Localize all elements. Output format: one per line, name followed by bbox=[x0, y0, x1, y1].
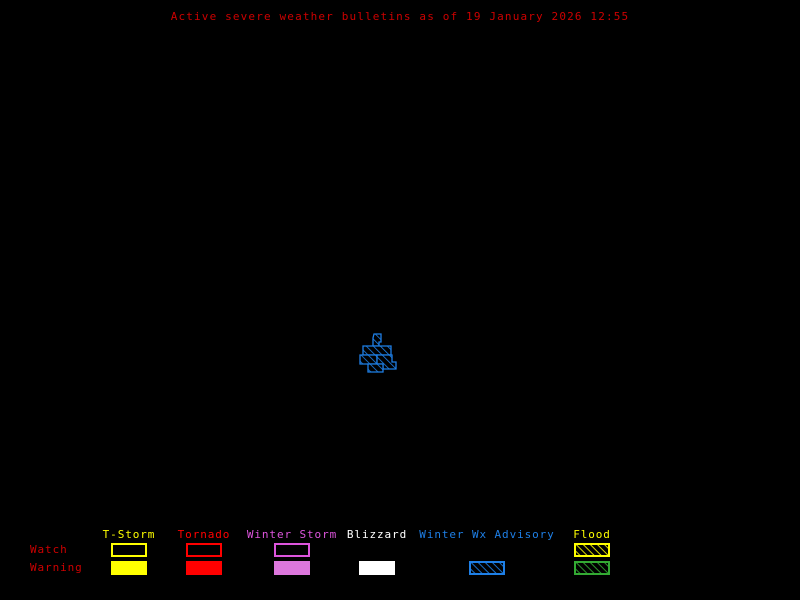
map-canvas[interactable] bbox=[0, 30, 800, 520]
legend-swatch-blizzard-warning bbox=[359, 561, 395, 575]
legend-header-tornado: Tornado bbox=[177, 528, 231, 541]
legend-swatch-t-storm-watch bbox=[111, 543, 147, 557]
legend-column-winter-wx-advisory[interactable]: Winter Wx Advisory bbox=[419, 525, 554, 580]
legend-swatch-winter-storm-warning bbox=[274, 561, 310, 575]
legend-row-label-watch: Watch bbox=[30, 543, 68, 556]
legend-header-flood: Flood bbox=[573, 528, 611, 541]
legend-row-label-warning: Warning bbox=[30, 561, 83, 574]
legend-swatch-tornado-warning bbox=[186, 561, 222, 575]
legend-swatch-t-storm-warning bbox=[111, 561, 147, 575]
legend-column-tornado[interactable]: Tornado bbox=[144, 525, 264, 580]
legend-column-winter-storm[interactable]: Winter Storm bbox=[232, 525, 352, 580]
map-legend: Watch Warning T-Storm Tornado Winter Sto… bbox=[0, 525, 800, 600]
page-title: Active severe weather bulletins as of 19… bbox=[170, 10, 630, 23]
legend-column-t-storm[interactable]: T-Storm bbox=[69, 525, 189, 580]
legend-column-blizzard[interactable]: Blizzard bbox=[317, 525, 437, 580]
bulletin-polygon-overlay bbox=[359, 333, 397, 373]
legend-column-flood[interactable]: Flood bbox=[532, 525, 652, 580]
legend-header-t-storm: T-Storm bbox=[102, 528, 156, 541]
legend-swatch-winter-wx-advisory-watch bbox=[469, 543, 505, 557]
legend-swatch-tornado-watch bbox=[186, 543, 222, 557]
legend-header-winter-storm: Winter Storm bbox=[246, 528, 338, 541]
legend-swatch-winter-storm-watch bbox=[274, 543, 310, 557]
legend-swatch-flood-watch bbox=[574, 543, 610, 557]
legend-header-blizzard: Blizzard bbox=[346, 528, 408, 541]
legend-header-winter-wx-advisory: Winter Wx Advisory bbox=[419, 528, 555, 541]
region-winter-wx-advisory[interactable] bbox=[359, 333, 397, 373]
legend-swatch-winter-wx-advisory-warning bbox=[469, 561, 505, 575]
legend-swatch-blizzard-watch bbox=[359, 543, 395, 557]
legend-swatch-flood-warning bbox=[574, 561, 610, 575]
